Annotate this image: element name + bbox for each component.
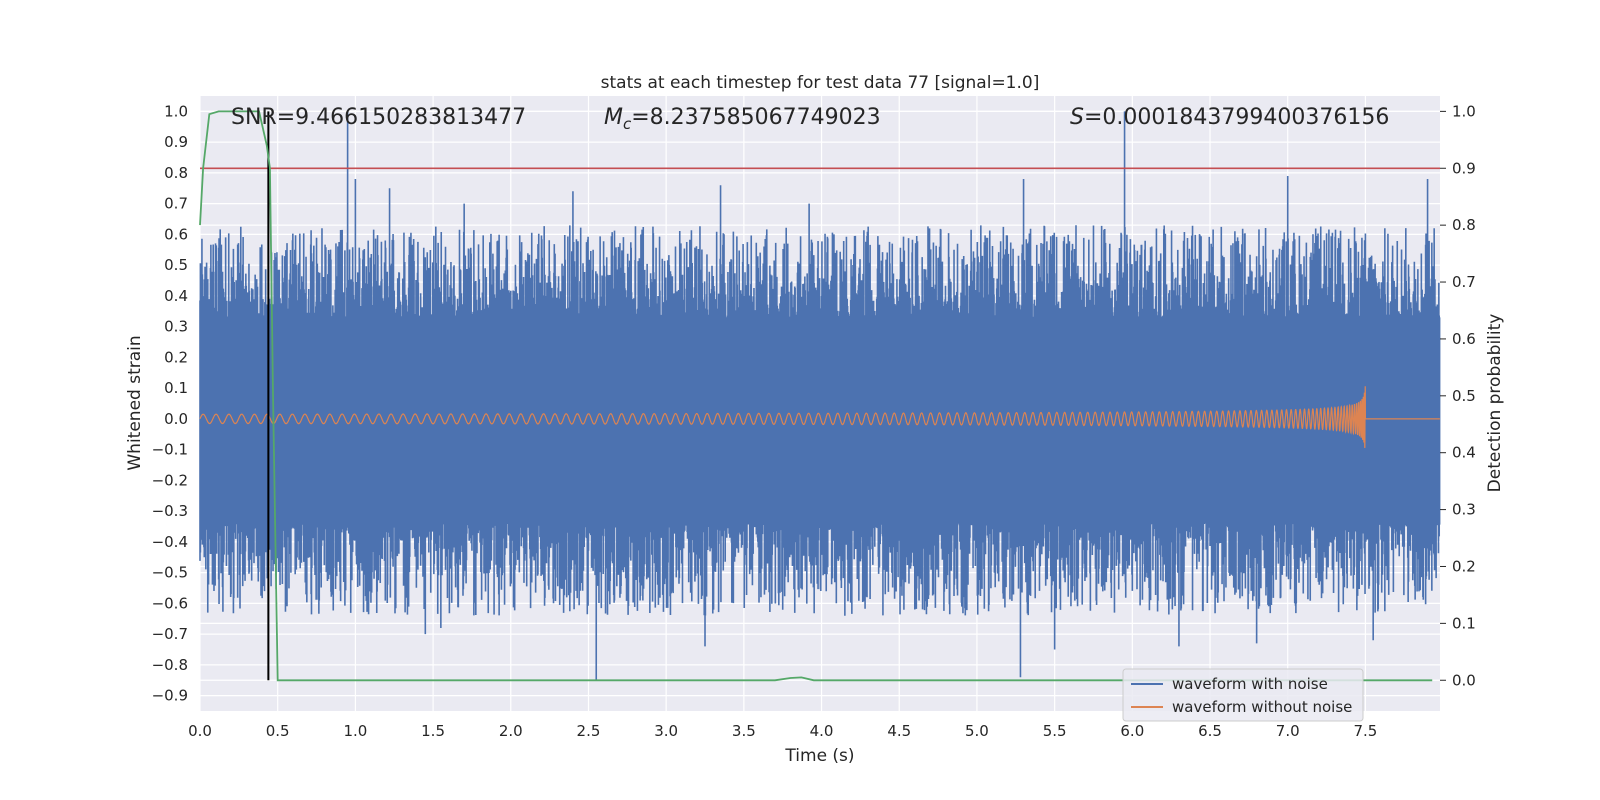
x-tick-label: 1.0 <box>343 722 367 740</box>
y-tick-label-right: 0.2 <box>1452 557 1476 575</box>
y-tick-label-left: 0.7 <box>164 195 188 213</box>
x-tick-label: 6.0 <box>1120 722 1144 740</box>
x-tick-label: 2.0 <box>499 722 523 740</box>
waveform-with-noise-layer <box>199 111 1441 681</box>
x-tick-label: 7.0 <box>1276 722 1300 740</box>
x-tick-label: 3.5 <box>732 722 756 740</box>
y-tick-label-right: 0.8 <box>1452 216 1476 234</box>
axes-layer: 0.0 0.5 1.0 1.5 2.0 2.5 3.0 3.5 4.0 4.5 5.0 5.5 6.0 6… <box>152 102 1476 740</box>
x-tick-label: 1.5 <box>421 722 445 740</box>
overlay-layer <box>199 110 1440 682</box>
x-tick-label: 4.5 <box>887 722 911 740</box>
x-tick-label: 0.5 <box>266 722 290 740</box>
y-tick-label-left: −0.6 <box>152 594 188 612</box>
snr-annotation: SNR=9.466150283813477 <box>231 105 526 130</box>
y-axis-label-left: Whitened strain <box>125 335 145 470</box>
y-tick-label-right: 0.1 <box>1452 614 1476 632</box>
chirp-mass-subscript: c <box>623 115 632 133</box>
y-tick-label-right: 1.0 <box>1452 102 1476 120</box>
x-tick-label: 6.5 <box>1198 722 1222 740</box>
y-tick-label-right: 0.4 <box>1452 444 1476 462</box>
y-tick-label-right: 0.6 <box>1452 330 1476 348</box>
y-tick-label-left: 0.9 <box>164 133 188 151</box>
x-tick-label: 7.5 <box>1353 722 1377 740</box>
y-tick-label-left: 0.1 <box>164 379 188 397</box>
y-tick-label-left: 0.3 <box>164 318 188 336</box>
y-tick-label-right: 0.7 <box>1452 273 1476 291</box>
chart-title: stats at each timestep for test data 77 … <box>601 73 1040 93</box>
y-tick-label-right: 0.0 <box>1452 671 1476 689</box>
y-tick-label-left: 1.0 <box>164 102 188 120</box>
x-tick-label: 3.0 <box>654 722 678 740</box>
y-tick-label-right: 0.9 <box>1452 159 1476 177</box>
x-tick-label: 5.0 <box>965 722 989 740</box>
y-tick-label-left: −0.5 <box>152 564 188 582</box>
s-annotation: S=0.0001843799400376156 <box>1070 105 1389 130</box>
y-tick-label-right: 0.3 <box>1452 501 1476 519</box>
chirp-mass-symbol: M <box>604 105 623 130</box>
waveform-without-noise-layer <box>199 386 1440 448</box>
y-tick-label-left: −0.7 <box>152 625 188 643</box>
y-tick-label-left: −0.9 <box>152 687 188 705</box>
y-tick-label-left: 0.0 <box>164 410 188 428</box>
legend-label-noise: waveform with noise <box>1172 675 1328 693</box>
waveform-without-noise-line <box>199 386 1440 448</box>
chirp-mass-value: =8.237585067749023 <box>631 105 880 130</box>
y-tick-label-right: 0.5 <box>1452 387 1476 405</box>
y-tick-label-left: 0.2 <box>164 348 188 366</box>
x-axis-label: Time (s) <box>784 746 854 766</box>
y-axis-label-right: Detection probability <box>1485 314 1505 493</box>
legend-box <box>1122 668 1364 722</box>
y-tick-label-left: 0.5 <box>164 256 188 274</box>
legend: waveform with noise waveform without noi… <box>1122 668 1364 722</box>
y-tick-label-left: −0.2 <box>152 471 188 489</box>
x-tick-label: 0.0 <box>188 722 212 740</box>
y-tick-label-left: −0.8 <box>152 656 188 674</box>
x-tick-label: 5.5 <box>1043 722 1067 740</box>
y-tick-label-left: −0.1 <box>152 441 188 459</box>
x-tick-label: 2.5 <box>577 722 601 740</box>
y-tick-label-left: 0.8 <box>164 164 188 182</box>
s-symbol: S <box>1070 105 1084 130</box>
legend-label-clean: waveform without noise <box>1172 698 1352 716</box>
chirp-mass-annotation: Mc=8.237585067749023 <box>604 105 881 133</box>
x-tick-label: 4.0 <box>810 722 834 740</box>
s-value: =0.0001843799400376156 <box>1084 105 1389 130</box>
detection-probability-line <box>199 110 1433 682</box>
y-tick-label-left: 0.6 <box>164 225 188 243</box>
waveform-with-noise-core <box>200 348 1440 496</box>
y-tick-label-left: −0.4 <box>152 533 188 551</box>
y-tick-label-left: −0.3 <box>152 502 188 520</box>
y-tick-label-left: 0.4 <box>164 287 188 305</box>
